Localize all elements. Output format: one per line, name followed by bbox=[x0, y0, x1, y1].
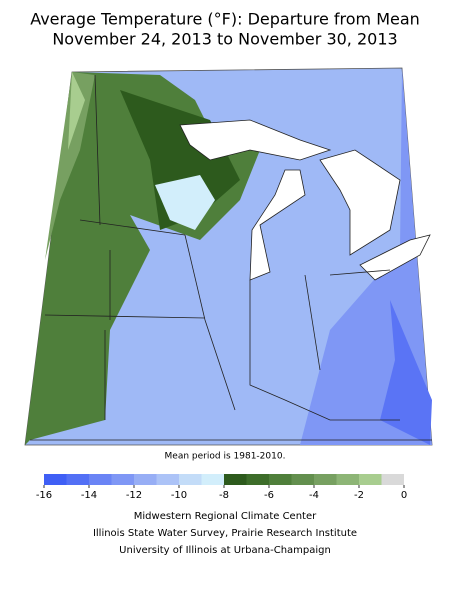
legend-swatch bbox=[179, 474, 202, 485]
region-lightblue bbox=[155, 175, 215, 230]
map bbox=[24, 67, 433, 446]
legend-swatch bbox=[89, 474, 112, 485]
lake-superior bbox=[179, 119, 332, 161]
legend: -16 -14 -12 -10 -8 -6 -4 -2 0 bbox=[36, 474, 407, 501]
legend-swatch bbox=[224, 474, 247, 485]
legend-swatch bbox=[291, 474, 314, 485]
title: Average Temperature (°F): Departure from… bbox=[30, 10, 420, 29]
legend-swatch bbox=[314, 474, 337, 485]
lake-erie bbox=[359, 234, 431, 281]
legend-swatch bbox=[156, 474, 179, 485]
legend-tick-label: -14 bbox=[81, 490, 97, 501]
legend-swatch bbox=[269, 474, 292, 485]
legend-tick-label: 0 bbox=[401, 490, 407, 501]
legend-tick-label: -2 bbox=[354, 490, 364, 501]
lake-michigan bbox=[249, 169, 306, 281]
legend-tick-label: -6 bbox=[264, 490, 274, 501]
lake-huron bbox=[319, 149, 401, 256]
legend-swatch bbox=[111, 474, 134, 485]
credit: Illinois State Water Survey, Prairie Res… bbox=[93, 528, 357, 539]
legend-swatch bbox=[336, 474, 359, 485]
legend-tick-label: -12 bbox=[126, 490, 142, 501]
legend-tick-label: -10 bbox=[171, 490, 187, 501]
legend-swatch bbox=[66, 474, 89, 485]
state-borders bbox=[30, 74, 432, 441]
legend-tick-label: -8 bbox=[219, 490, 229, 501]
subtitle: November 24, 2013 to November 30, 2013 bbox=[52, 30, 397, 49]
legend-swatch bbox=[44, 474, 67, 485]
note: Mean period is 1981-2010. bbox=[165, 452, 286, 462]
credit: Midwestern Regional Climate Center bbox=[134, 511, 317, 522]
region-lightgreen bbox=[45, 72, 95, 260]
legend-swatch bbox=[201, 474, 224, 485]
legend-swatch bbox=[134, 474, 157, 485]
legend-swatch bbox=[359, 474, 382, 485]
region-lightestgreen bbox=[68, 72, 85, 150]
legend-swatch bbox=[246, 474, 269, 485]
legend-tick-label: -4 bbox=[309, 490, 319, 501]
credit: University of Illinois at Urbana-Champai… bbox=[119, 545, 331, 556]
region-coldest bbox=[380, 300, 432, 445]
legend-swatch bbox=[381, 474, 404, 485]
legend-tick-label: -16 bbox=[36, 490, 52, 501]
